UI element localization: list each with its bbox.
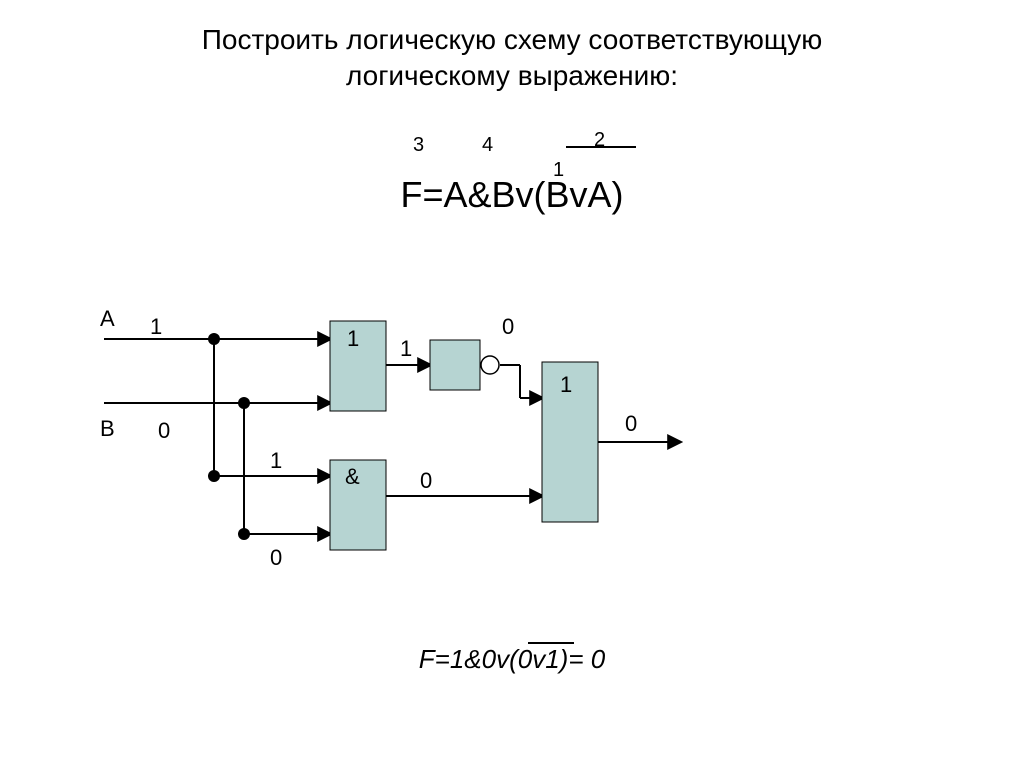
circuit-svg: [0, 0, 1024, 768]
gate-and-label: &: [345, 466, 360, 488]
stage: Построить логическую схему соответствующ…: [0, 0, 1024, 768]
gate-not-bubble: [481, 356, 499, 374]
gate-or-label: 1: [347, 328, 359, 350]
gate-final-label: 1: [560, 374, 572, 396]
gate-not-box: [430, 340, 480, 390]
